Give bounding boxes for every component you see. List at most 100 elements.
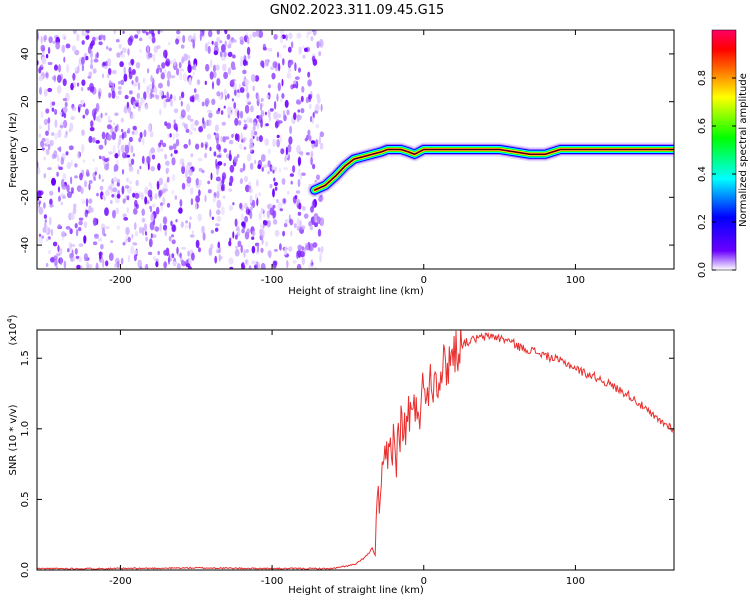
noise-speck xyxy=(268,84,271,89)
noise-speck xyxy=(79,99,85,105)
noise-speck xyxy=(273,100,277,110)
noise-speck xyxy=(151,93,155,98)
noise-speck xyxy=(134,249,138,255)
noise-speck xyxy=(296,32,302,39)
noise-speck xyxy=(69,122,74,132)
noise-speck xyxy=(76,33,80,42)
noise-speck xyxy=(51,132,55,136)
noise-speck xyxy=(82,159,86,163)
noise-speck xyxy=(308,134,312,142)
noise-speck xyxy=(274,166,277,172)
noise-speck xyxy=(286,109,290,116)
noise-speck xyxy=(72,30,77,35)
noise-speck xyxy=(157,30,161,35)
noise-speck xyxy=(316,41,320,49)
noise-speck xyxy=(312,58,318,66)
noise-speck xyxy=(216,199,222,209)
noise-speck xyxy=(236,154,240,158)
noise-speck xyxy=(320,217,324,227)
noise-speck xyxy=(186,103,191,112)
noise-speck xyxy=(130,145,134,154)
noise-speck xyxy=(296,116,300,123)
noise-speck xyxy=(179,161,184,166)
noise-speck xyxy=(92,68,97,74)
noise-speck xyxy=(65,151,69,156)
noise-speck xyxy=(133,253,137,262)
noise-speck xyxy=(73,203,77,209)
noise-speck xyxy=(57,245,60,252)
snr-x-tick-label: 0 xyxy=(421,576,427,587)
noise-speck xyxy=(45,137,50,145)
noise-speck xyxy=(88,180,93,184)
noise-speck xyxy=(253,131,258,136)
noise-speck xyxy=(78,104,83,108)
noise-speck xyxy=(245,208,251,215)
noise-speck xyxy=(260,228,265,238)
noise-speck xyxy=(296,198,300,205)
noise-speck xyxy=(165,160,170,166)
noise-speck xyxy=(191,230,194,235)
noise-speck xyxy=(89,86,95,93)
noise-speck xyxy=(112,144,116,154)
noise-speck xyxy=(239,168,244,173)
noise-speck xyxy=(95,140,100,144)
noise-speck xyxy=(59,247,63,255)
noise-speck xyxy=(219,51,223,58)
noise-speck xyxy=(243,119,247,123)
noise-speck xyxy=(42,226,47,233)
noise-speck xyxy=(113,165,117,173)
noise-speck xyxy=(232,54,236,59)
noise-speck xyxy=(150,213,154,222)
noise-speck xyxy=(320,103,323,112)
noise-speck xyxy=(304,47,308,52)
noise-speck xyxy=(239,87,245,93)
noise-speck xyxy=(84,108,89,116)
noise-speck xyxy=(38,125,43,130)
noise-speck xyxy=(81,64,85,72)
noise-speck xyxy=(66,64,70,73)
noise-speck xyxy=(57,74,62,84)
noise-speck xyxy=(222,63,227,72)
noise-speck xyxy=(118,43,122,49)
snr-x-tick-label: -100 xyxy=(261,576,284,587)
noise-speck xyxy=(68,242,73,251)
noise-speck xyxy=(197,157,203,162)
noise-speck xyxy=(307,79,312,87)
noise-speck xyxy=(38,206,44,215)
noise-speck xyxy=(220,206,225,216)
noise-speck xyxy=(170,99,173,107)
noise-speck xyxy=(211,98,216,106)
noise-speck xyxy=(260,102,263,112)
noise-speck xyxy=(218,253,221,262)
noise-speck xyxy=(234,245,239,249)
noise-speck xyxy=(252,125,256,131)
noise-speck xyxy=(276,51,280,58)
noise-speck xyxy=(245,259,248,264)
noise-speck xyxy=(72,207,77,215)
noise-speck xyxy=(137,82,141,91)
noise-speck xyxy=(265,59,269,67)
noise-speck xyxy=(71,45,77,52)
noise-speck xyxy=(125,195,128,201)
noise-speck xyxy=(115,207,120,215)
noise-speck xyxy=(260,119,263,128)
noise-speck xyxy=(70,243,76,248)
snr-y-ticks: 0.0 0.5 1.0 1.5 xyxy=(20,350,674,578)
noise-speck xyxy=(181,259,184,264)
noise-speck xyxy=(193,58,198,67)
noise-speck xyxy=(249,137,254,146)
noise-speck xyxy=(190,122,195,131)
noise-speck xyxy=(282,44,287,49)
noise-speck xyxy=(244,104,250,114)
noise-speck xyxy=(57,224,62,229)
noise-speck xyxy=(143,264,149,269)
noise-speck xyxy=(297,109,301,113)
noise-speck xyxy=(288,62,292,68)
noise-speck xyxy=(197,213,202,222)
noise-speck xyxy=(45,108,50,114)
noise-speck xyxy=(279,208,283,212)
noise-speck xyxy=(171,239,176,245)
noise-speck xyxy=(140,192,144,200)
noise-speck xyxy=(84,32,88,37)
noise-speck xyxy=(228,205,234,211)
